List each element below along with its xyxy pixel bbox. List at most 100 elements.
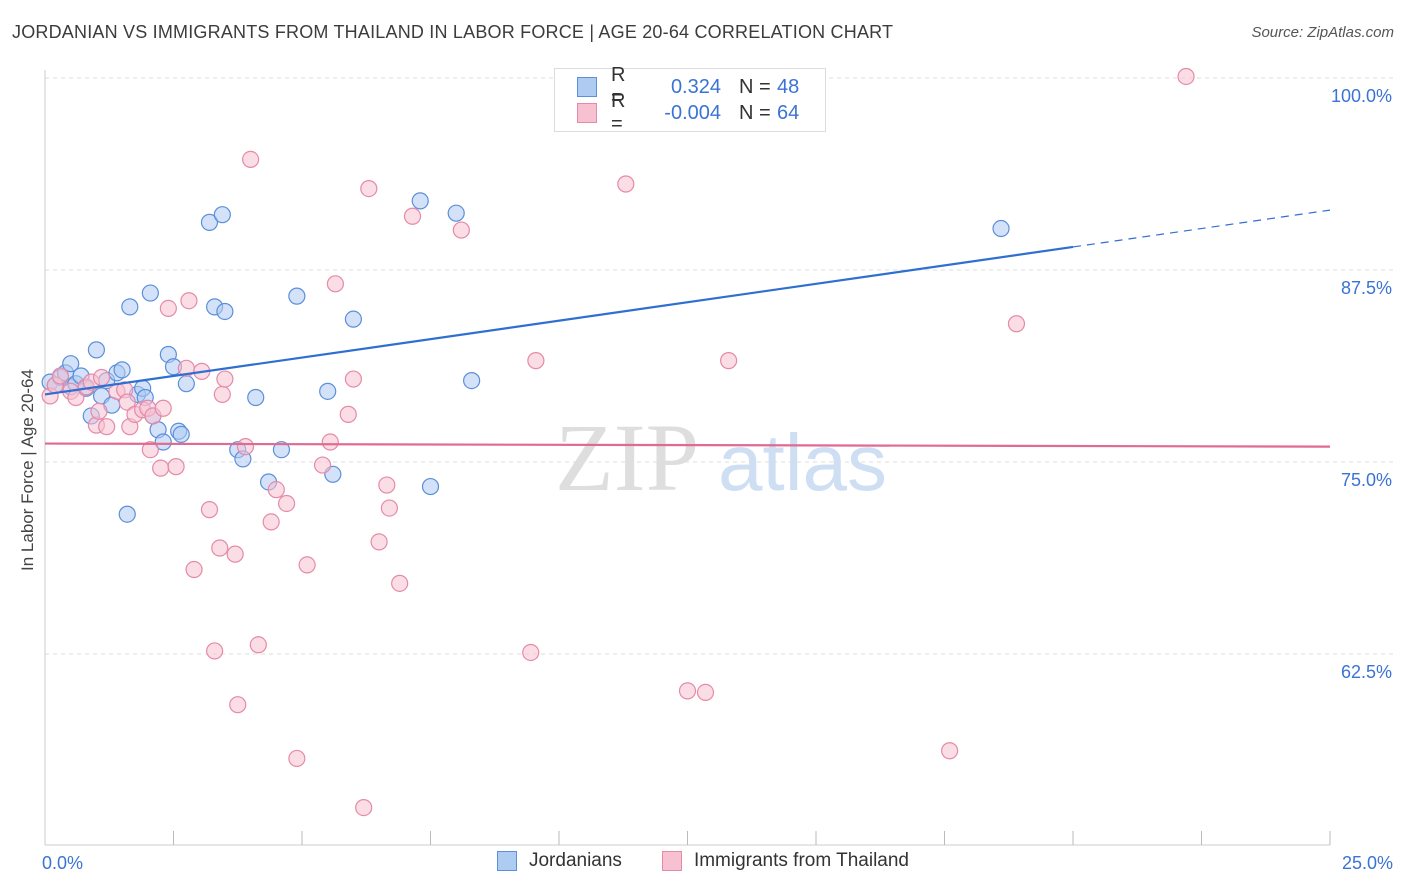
thailand-point [380, 499, 398, 517]
source-label: Source: ZipAtlas.com [1251, 24, 1394, 41]
thailand-point [152, 459, 170, 477]
thailand-point [360, 179, 378, 198]
thailand-point [242, 150, 260, 169]
correlation-legend: R = 0.324 N = 48 R = -0.004 N = 64 [554, 64, 826, 135]
axis-layer [44, 70, 1331, 846]
thailand-point [277, 494, 296, 513]
legend-swatch-blue [577, 77, 597, 97]
jordanian-point [172, 425, 190, 443]
legend-swatch-pink [577, 103, 597, 123]
jordanian-point [216, 302, 234, 321]
legend-label: Jordanians [528, 850, 622, 871]
watermark: ZIP atlas [555, 404, 887, 511]
n-value: 48 [777, 75, 800, 98]
jordanian-point [121, 298, 139, 316]
r-label: R = [611, 64, 626, 109]
thailand-point [236, 438, 255, 456]
r-label: R = [611, 90, 626, 135]
thailand-point [403, 207, 422, 225]
legend-label: Immigrants from Thailand [693, 850, 909, 871]
n-label: N = [739, 75, 771, 98]
thailand-point [344, 370, 362, 388]
jordanian-point [154, 433, 172, 451]
thailand-point [720, 352, 738, 370]
thailand-point [678, 682, 697, 700]
x-tick-label-min: 0.0% [42, 853, 84, 873]
y-tick-label: 62.5% [1340, 662, 1392, 682]
thailand-point [249, 636, 267, 654]
thailand-point [229, 696, 247, 714]
thailand-point [288, 749, 306, 768]
y-tick-label: 87.5% [1340, 278, 1392, 298]
thailand-point [216, 370, 234, 388]
thailand-point [391, 574, 409, 592]
jordanian-point [344, 310, 362, 328]
thailand-point [262, 513, 280, 531]
thailand-point [98, 418, 116, 436]
thailand-point [154, 399, 172, 417]
thailand-point [213, 385, 231, 404]
jordanian-point [411, 192, 429, 210]
thailand-point [167, 458, 185, 476]
thailand-point [522, 643, 540, 662]
jordanian-point [200, 213, 219, 231]
thailand-point [141, 441, 159, 459]
thailand-point [90, 402, 108, 420]
thailand-trend-line [44, 442, 1331, 448]
y-tick-label: 75.0% [1340, 470, 1392, 490]
jordanian-point [272, 441, 291, 459]
thailand-point [206, 642, 224, 660]
chart-title: JORDANIAN VS IMMIGRANTS FROM THAILAND IN… [12, 22, 894, 42]
thailand-point [452, 221, 470, 239]
legend-item-jordanians[interactable]: Jordanians [496, 850, 622, 872]
thailand-point [339, 405, 357, 423]
r-value: 0.324 [670, 75, 721, 98]
jordanian-point [992, 219, 1010, 238]
thailand-point [1177, 67, 1195, 86]
legend-row-thailand: R = -0.004 N = 64 [577, 90, 800, 135]
jordanian-point [177, 375, 195, 393]
n-label: N = [739, 101, 771, 124]
thailand-point [941, 742, 959, 760]
jordanian-trend-line [44, 245, 1074, 396]
jordanian-point [288, 287, 306, 305]
jordanian-trend-extension [1072, 209, 1331, 248]
thailand-point [180, 292, 198, 310]
jordanian-point [447, 204, 465, 222]
thailand-point [211, 539, 229, 557]
trend-layer [44, 209, 1331, 448]
thailand-point [200, 501, 219, 519]
y-tick-label: 100.0% [1330, 86, 1392, 106]
jordanian-point [463, 371, 481, 390]
thailand-point [1007, 315, 1026, 333]
thailand-point [159, 299, 177, 317]
jordanian-point [113, 361, 131, 379]
thailand-point [92, 368, 111, 387]
thailand-point [298, 556, 316, 574]
jordanian-point [421, 477, 440, 496]
series-legend: Jordanians Immigrants from Thailand [0, 850, 1406, 872]
legend-item-thailand[interactable]: Immigrants from Thailand [661, 850, 909, 872]
thailand-point [51, 367, 70, 385]
thailand-point [326, 275, 345, 293]
points-layer [41, 67, 1195, 817]
jordanian-point [141, 284, 159, 302]
x-tick-label-max: 25.0% [1341, 853, 1393, 873]
jordanian-point [118, 505, 136, 523]
jordanian-point [62, 355, 80, 373]
thailand-point [378, 476, 396, 494]
thailand-point [370, 533, 388, 551]
jordanian-point [213, 206, 231, 224]
thailand-point [527, 352, 545, 370]
legend-row-jordanians: R = 0.324 N = 48 [577, 64, 800, 109]
legend-swatch-pink [661, 851, 682, 871]
r-value: -0.004 [664, 101, 721, 124]
jordanian-point [247, 388, 265, 407]
thailand-point [226, 545, 244, 563]
n-value: 64 [777, 101, 800, 124]
watermark-atlas: atlas [718, 418, 887, 507]
thailand-point [696, 683, 715, 702]
legend-swatch-blue [496, 851, 517, 871]
watermark-zip: ZIP [555, 404, 699, 511]
